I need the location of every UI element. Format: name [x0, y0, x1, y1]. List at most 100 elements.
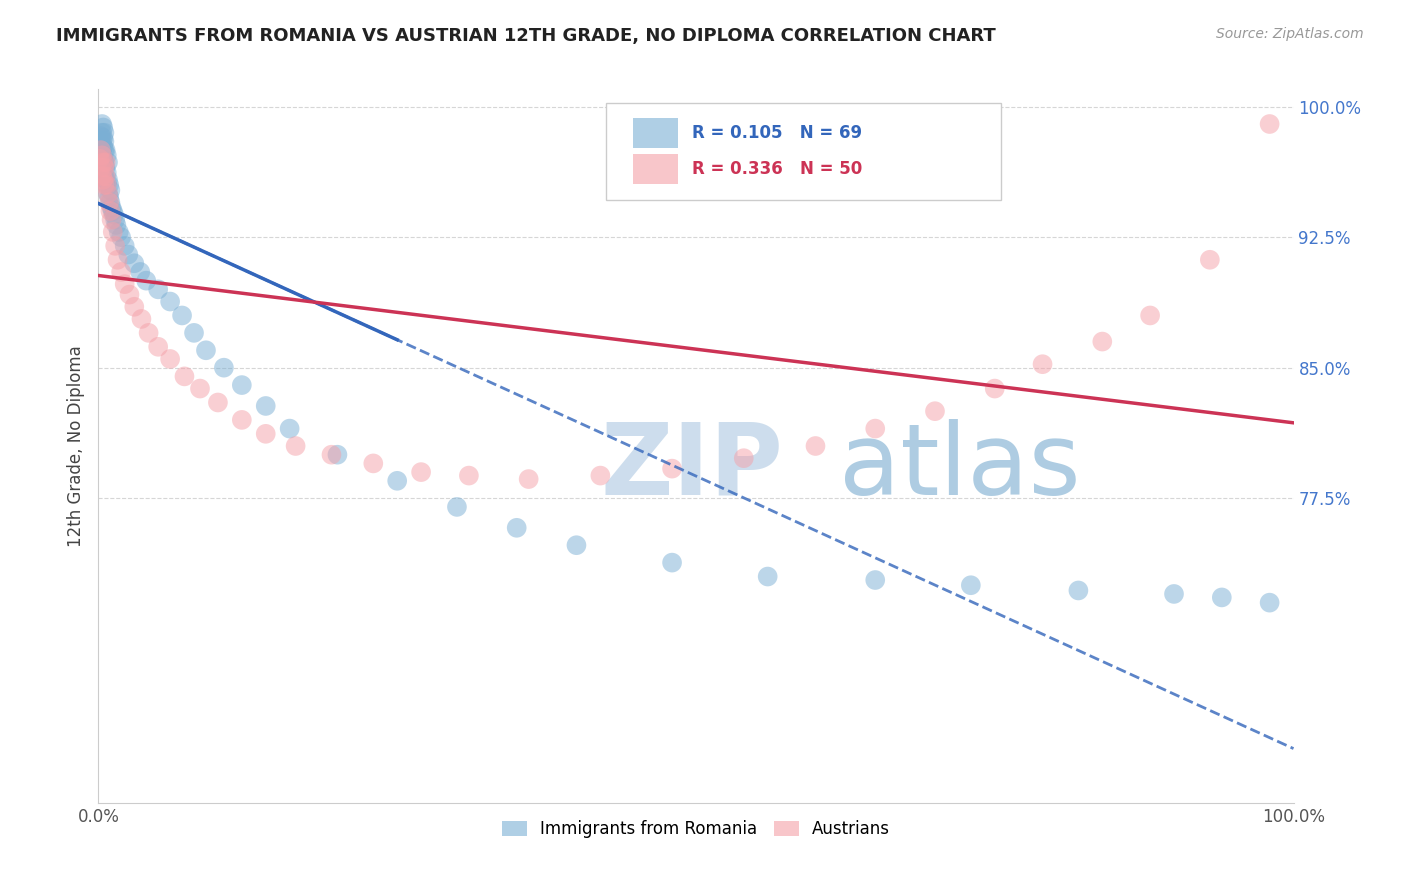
Point: [865, 421, 887, 435]
Point: [91, 172, 114, 186]
Point: [231, 413, 253, 427]
Point: [91, 169, 114, 184]
Point: [93, 169, 115, 184]
Point: [91, 135, 114, 149]
Point: [98, 195, 122, 210]
Point: [93, 161, 115, 175]
Point: [1258, 117, 1281, 131]
Point: [411, 465, 433, 479]
Point: [91, 148, 114, 162]
FancyBboxPatch shape: [606, 103, 1001, 200]
Point: [101, 204, 124, 219]
Text: Source: ZipAtlas.com: Source: ZipAtlas.com: [1216, 27, 1364, 41]
Point: [960, 578, 983, 592]
Point: [93, 135, 115, 149]
Point: [94, 161, 117, 175]
Point: [1032, 357, 1054, 371]
Point: [207, 395, 229, 409]
Point: [148, 282, 170, 296]
Point: [131, 312, 153, 326]
Y-axis label: 12th Grade, No Diploma: 12th Grade, No Diploma: [66, 345, 84, 547]
Point: [135, 274, 157, 288]
Point: [446, 500, 468, 514]
Point: [89, 152, 111, 166]
Point: [98, 204, 122, 219]
Point: [865, 573, 887, 587]
Point: [159, 294, 181, 309]
Point: [114, 277, 136, 292]
Point: [1211, 591, 1233, 605]
Point: [89, 143, 111, 157]
Point: [91, 117, 114, 131]
Point: [118, 287, 141, 301]
Point: [90, 143, 112, 157]
Point: [97, 186, 120, 201]
Legend: Immigrants from Romania, Austrians: Immigrants from Romania, Austrians: [495, 814, 897, 845]
Point: [506, 521, 529, 535]
Point: [363, 457, 385, 471]
Point: [804, 439, 827, 453]
Point: [93, 126, 115, 140]
Point: [91, 126, 114, 140]
Point: [91, 145, 114, 159]
Point: [278, 421, 301, 435]
Point: [254, 399, 277, 413]
Point: [661, 461, 683, 475]
Point: [565, 538, 588, 552]
Point: [90, 161, 112, 175]
Text: IMMIGRANTS FROM ROMANIA VS AUSTRIAN 12TH GRADE, NO DIPLOMA CORRELATION CHART: IMMIGRANTS FROM ROMANIA VS AUSTRIAN 12TH…: [56, 27, 995, 45]
Point: [105, 218, 128, 232]
Point: [326, 448, 349, 462]
Point: [984, 382, 1007, 396]
Point: [91, 139, 114, 153]
Point: [124, 256, 146, 270]
Point: [94, 143, 117, 157]
Point: [90, 148, 112, 162]
Point: [94, 155, 117, 169]
Bar: [633, 154, 678, 184]
Point: [98, 183, 122, 197]
Point: [104, 239, 127, 253]
Point: [100, 212, 122, 227]
Text: R = 0.105   N = 69: R = 0.105 N = 69: [692, 125, 862, 143]
Point: [284, 439, 307, 453]
Point: [385, 474, 409, 488]
Point: [114, 239, 136, 253]
Point: [90, 129, 112, 144]
Bar: [633, 119, 678, 148]
Point: [1091, 334, 1114, 349]
Point: [124, 300, 146, 314]
Point: [91, 152, 114, 166]
Point: [188, 382, 211, 396]
Point: [93, 178, 115, 192]
Point: [1163, 587, 1185, 601]
Text: R = 0.336   N = 50: R = 0.336 N = 50: [692, 161, 863, 178]
Point: [110, 265, 132, 279]
Point: [98, 178, 121, 192]
Point: [173, 369, 195, 384]
Point: [97, 172, 120, 186]
Point: [172, 309, 194, 323]
Point: [159, 351, 181, 366]
Point: [94, 169, 117, 184]
Point: [1199, 252, 1222, 267]
Point: [589, 468, 612, 483]
Point: [212, 360, 235, 375]
Point: [129, 265, 152, 279]
Text: atlas: atlas: [839, 419, 1081, 516]
Point: [756, 569, 779, 583]
Point: [103, 207, 125, 221]
Point: [231, 378, 253, 392]
Point: [733, 451, 755, 466]
Point: [97, 155, 120, 169]
Point: [89, 152, 111, 166]
Point: [90, 137, 112, 152]
Point: [101, 225, 124, 239]
Point: [91, 155, 114, 169]
Point: [458, 468, 481, 483]
Point: [138, 326, 160, 340]
Point: [107, 252, 129, 267]
Point: [100, 201, 122, 215]
Point: [96, 178, 118, 192]
Point: [93, 155, 115, 169]
